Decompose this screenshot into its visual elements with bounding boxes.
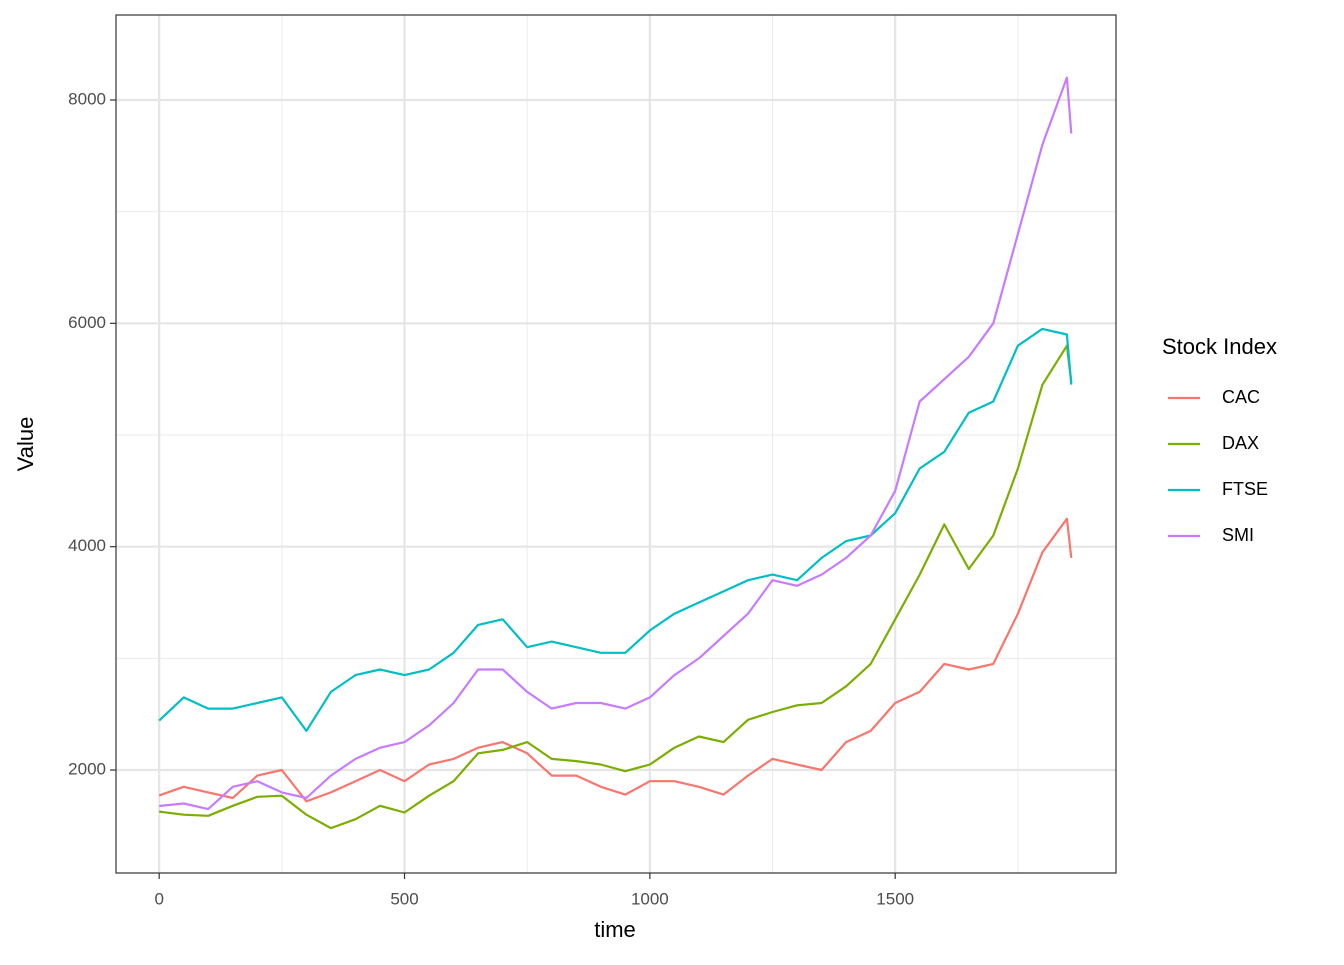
y-tick-label: 4000 (68, 536, 106, 555)
legend-label: FTSE (1222, 479, 1268, 499)
panel-border (115, 14, 1117, 874)
lines (158, 76, 1073, 830)
series-line (158, 327, 1073, 732)
y-tick-label: 6000 (68, 313, 106, 332)
y-tick-label: 8000 (68, 89, 106, 108)
legend-title: Stock Index (1162, 334, 1277, 359)
x-tick-label: 1500 (876, 889, 914, 908)
series-line (158, 517, 1073, 803)
legend-label: DAX (1222, 433, 1259, 453)
legend: CAC DAX FTSE SMI (1168, 387, 1268, 545)
x-tick-label: 1000 (631, 889, 669, 908)
legend-label: CAC (1222, 387, 1260, 407)
y-axis-title: Value (13, 417, 38, 472)
x-tick-label: 0 (154, 889, 163, 908)
x-tick-label: 500 (390, 889, 418, 908)
series-line (159, 344, 1073, 830)
legend-label: SMI (1222, 525, 1254, 545)
grid (116, 15, 1116, 873)
x-axis-title: time (594, 917, 636, 942)
series-line (159, 76, 1073, 811)
y-tick-label: 2000 (68, 760, 106, 779)
